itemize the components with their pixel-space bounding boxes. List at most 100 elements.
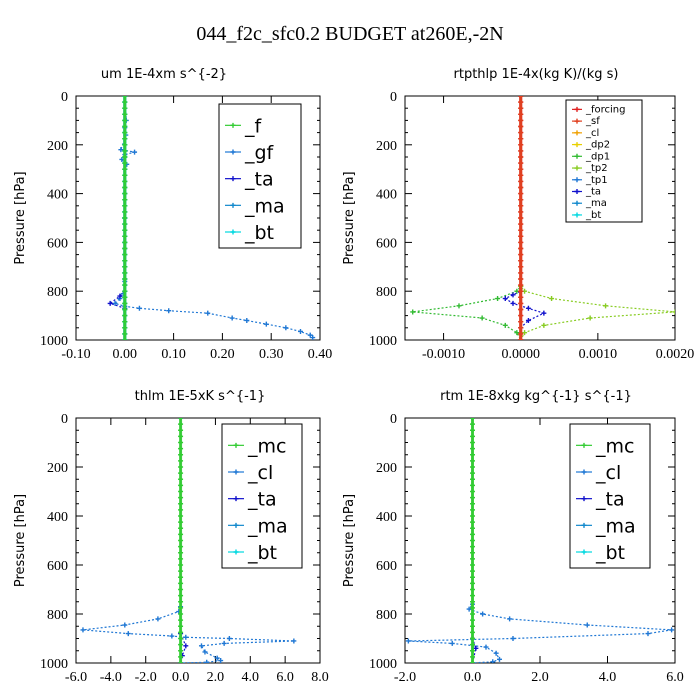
data-point: [80, 627, 86, 633]
data-point: [226, 636, 232, 641]
y-axis-label: Pressure [hPa]: [342, 494, 357, 587]
data-point: [510, 300, 516, 306]
data-point: [169, 633, 175, 639]
legend-marker: [230, 122, 236, 128]
series-group: [80, 418, 297, 663]
legend-box: [218, 103, 302, 249]
x-tick-label: -2.0: [135, 670, 157, 685]
panel-4: rtm 1E-8xkg kg^{-1} s^{-1} Pressure [hPa]…: [342, 389, 684, 685]
legend-label: _bt: [595, 542, 625, 564]
y-tick-label: 800: [376, 285, 397, 300]
data-point: [541, 322, 547, 328]
data-point: [493, 650, 499, 656]
series-line-ta: [108, 96, 126, 340]
y-tick-label: 600: [47, 559, 68, 574]
data-point: [205, 310, 211, 316]
x-tick-label: 2.0: [207, 670, 225, 685]
y-tick-label: 1000: [369, 334, 397, 349]
legend-box: [221, 423, 303, 569]
data-point: [202, 649, 208, 655]
x-tick-label: -2.0: [394, 670, 416, 685]
panel-title: thlm 1E-5xK s^{-1}: [135, 389, 266, 404]
legend-label: _tp1: [585, 175, 608, 186]
legend-label: _ta: [595, 489, 625, 511]
data-point: [310, 335, 316, 340]
y-tick-label: 0: [61, 90, 68, 105]
data-point: [283, 325, 289, 331]
data-point: [479, 315, 485, 321]
x-tick-label: 0.10: [161, 347, 186, 362]
legend: _forcing_sf_cl_dp2_dp1_tp2_tp1_ta_ma_bt: [565, 99, 643, 223]
data-point: [456, 303, 462, 309]
data-point: [603, 303, 609, 309]
data-point: [525, 305, 531, 311]
legend-label: _gf: [244, 142, 275, 164]
x-tick-label: 0.0000: [501, 347, 540, 362]
panel-title: rtm 1E-8xkg kg^{-1} s^{-1}: [440, 389, 632, 404]
y-tick-label: 1000: [40, 334, 68, 349]
legend-marker: [233, 549, 239, 555]
legend-marker: [233, 442, 239, 448]
data-point: [166, 308, 172, 314]
legend-marker: [230, 176, 236, 182]
legend-label: _tp2: [585, 163, 608, 174]
series-line-cl: [408, 418, 672, 663]
data-point: [218, 658, 224, 663]
data-point: [587, 315, 593, 321]
data-point: [204, 659, 210, 663]
x-tick-label: 4.0: [242, 670, 260, 685]
series-line-ta: [471, 418, 477, 663]
data-point: [510, 636, 516, 641]
x-tick-label: 0.0: [464, 670, 482, 685]
data-point: [118, 147, 124, 153]
legend-marker: [230, 229, 236, 235]
data-point: [132, 149, 138, 155]
legend-marker: [581, 442, 587, 448]
legend-marker: [574, 165, 580, 171]
x-tick-label: 6.0: [276, 670, 294, 685]
legend-marker: [574, 142, 580, 148]
legend-label: _ta: [585, 187, 601, 198]
legend-marker: [581, 522, 587, 528]
y-tick-label: 0: [61, 412, 68, 427]
y-tick-label: 400: [47, 510, 68, 525]
legend-marker: [574, 118, 580, 124]
data-point: [221, 640, 227, 646]
data-point: [502, 322, 508, 328]
y-tick-label: 400: [376, 510, 397, 525]
y-tick-label: 400: [47, 188, 68, 203]
legend-marker: [574, 189, 580, 194]
legend-marker: [574, 212, 580, 218]
x-tick-label: 0.0020: [656, 347, 695, 362]
legend: _f _gf _ta _ma _bt: [218, 103, 302, 249]
data-point: [291, 638, 297, 644]
legend-marker: [574, 106, 580, 112]
legend-label: _mc: [595, 435, 634, 457]
data-point: [112, 300, 118, 306]
y-tick-label: 0: [390, 90, 397, 105]
x-tick-label: 6.0: [666, 670, 684, 685]
y-tick-label: 800: [47, 608, 68, 623]
legend-label: _ta: [247, 489, 277, 511]
y-tick-label: 600: [376, 559, 397, 574]
x-tick-label: 8.0: [311, 670, 329, 685]
data-point: [214, 655, 220, 661]
y-axis-label: Pressure [hPa]: [13, 171, 28, 264]
series-group: [107, 96, 316, 340]
data-point: [541, 310, 547, 316]
data-point: [549, 296, 555, 302]
data-point: [525, 317, 531, 323]
legend-label: _dp1: [585, 151, 610, 162]
legend-marker: [233, 522, 239, 528]
x-tick-label: 0.30: [259, 347, 284, 362]
x-tick-label: 0.40: [308, 347, 333, 362]
panel-1: um 1E-4xm s^{-2} Pressure [hPa] 0 200 400 600…: [13, 67, 332, 362]
data-point: [483, 644, 489, 650]
data-point: [510, 292, 516, 298]
series-line-tp2: [520, 96, 675, 340]
data-point: [136, 305, 142, 311]
y-axis-label: Pressure [hPa]: [13, 494, 28, 587]
x-tick-label: 0.20: [210, 347, 235, 362]
series-line-dp1: [412, 96, 522, 340]
legend-label: _forcing: [585, 104, 626, 115]
